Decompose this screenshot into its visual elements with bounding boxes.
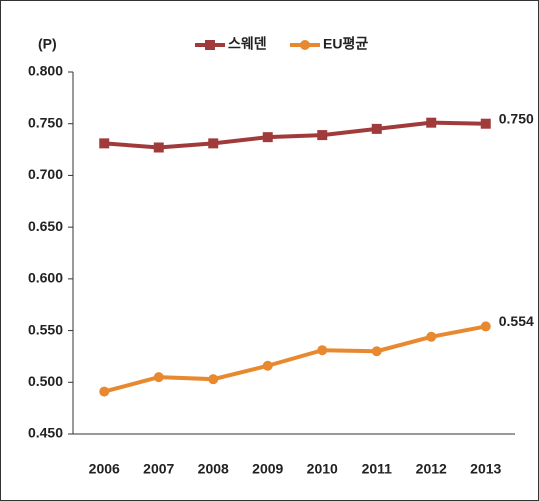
y-tick-label: 0.550	[28, 321, 63, 337]
series-line	[103, 324, 487, 394]
y-tick-label: 0.450	[28, 425, 63, 441]
x-tick-label: 2008	[198, 461, 229, 477]
legend-label: 스웨덴	[228, 36, 267, 52]
x-tick-label: 2013	[470, 461, 501, 477]
y-tick-label: 0.750	[28, 114, 63, 130]
y-tick-label: 0.650	[28, 218, 63, 234]
marker	[205, 40, 215, 50]
marker	[262, 132, 273, 143]
x-tick-label: 2007	[143, 461, 174, 477]
value-label: 0.554	[499, 313, 534, 329]
marker	[317, 130, 328, 141]
marker	[480, 321, 491, 332]
y-tick-label: 0.500	[28, 373, 63, 389]
y-tick-label: 0.600	[28, 270, 63, 286]
x-tick-label: 2009	[252, 461, 283, 477]
marker	[208, 138, 219, 149]
marker	[317, 345, 328, 356]
marker	[480, 118, 491, 129]
x-tick-label: 2010	[307, 461, 338, 477]
marker	[153, 372, 164, 383]
value-label: 0.750	[499, 110, 534, 126]
marker	[300, 40, 310, 50]
series-line	[104, 120, 486, 150]
unit-label: (P)	[38, 36, 57, 52]
marker	[426, 117, 437, 128]
marker	[426, 331, 437, 342]
legend-label: EU평균	[323, 36, 368, 52]
x-tick-label: 2006	[89, 461, 120, 477]
marker	[99, 386, 110, 397]
marker	[99, 138, 110, 149]
x-tick-label: 2012	[416, 461, 447, 477]
marker	[371, 123, 382, 134]
y-tick-label: 0.800	[28, 63, 63, 79]
marker	[208, 374, 219, 385]
x-tick-label: 2011	[362, 461, 393, 477]
marker	[153, 142, 164, 153]
marker	[262, 360, 273, 371]
y-tick-label: 0.700	[28, 166, 63, 182]
marker	[371, 346, 382, 357]
